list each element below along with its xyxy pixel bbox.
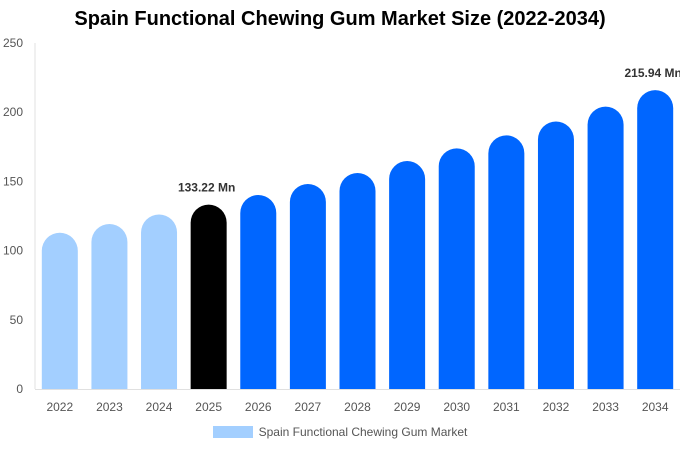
bar-2028	[339, 172, 376, 389]
bar-2022	[41, 232, 78, 389]
x-tick-label: 2022	[46, 400, 73, 414]
x-tick-label: 2031	[493, 400, 520, 414]
bar-2029	[389, 161, 426, 389]
bar-2030	[438, 148, 475, 389]
x-tick-label: 2029	[394, 400, 421, 414]
y-tick-label: 100	[3, 244, 23, 258]
bar-2024	[141, 214, 178, 389]
x-tick-label: 2030	[443, 400, 470, 414]
y-tick-label: 150	[3, 174, 23, 188]
data-label: 215.94 Mn	[625, 66, 680, 80]
bar-2025	[190, 204, 227, 389]
bar-2023	[91, 224, 128, 389]
x-tick-label: 2033	[592, 400, 619, 414]
x-tick-label: 2028	[344, 400, 371, 414]
x-tick-label: 2034	[642, 400, 669, 414]
x-tick-label: 2025	[195, 400, 222, 414]
legend-label: Spain Functional Chewing Gum Market	[258, 425, 468, 439]
bar-2034	[637, 90, 674, 389]
y-tick-label: 200	[3, 105, 23, 119]
x-tick-label: 2026	[245, 400, 272, 414]
data-label: 133.22 Mn	[178, 181, 235, 195]
y-tick-label: 250	[3, 36, 23, 50]
bar-2033	[587, 106, 624, 389]
x-tick-label: 2023	[96, 400, 123, 414]
chart-title: Spain Functional Chewing Gum Market Size…	[74, 8, 606, 30]
bar-2032	[537, 121, 574, 390]
legend-swatch	[212, 426, 253, 438]
y-tick-label: 50	[10, 313, 24, 327]
bar-2026	[240, 194, 277, 389]
y-tick-label: 0	[16, 382, 23, 396]
x-tick-label: 2024	[146, 400, 173, 414]
x-tick-label: 2027	[295, 400, 322, 414]
bar-2031	[488, 135, 525, 389]
bar-2027	[289, 184, 326, 389]
legend: Spain Functional Chewing Gum Market	[0, 425, 680, 439]
x-tick-label: 2032	[543, 400, 570, 414]
